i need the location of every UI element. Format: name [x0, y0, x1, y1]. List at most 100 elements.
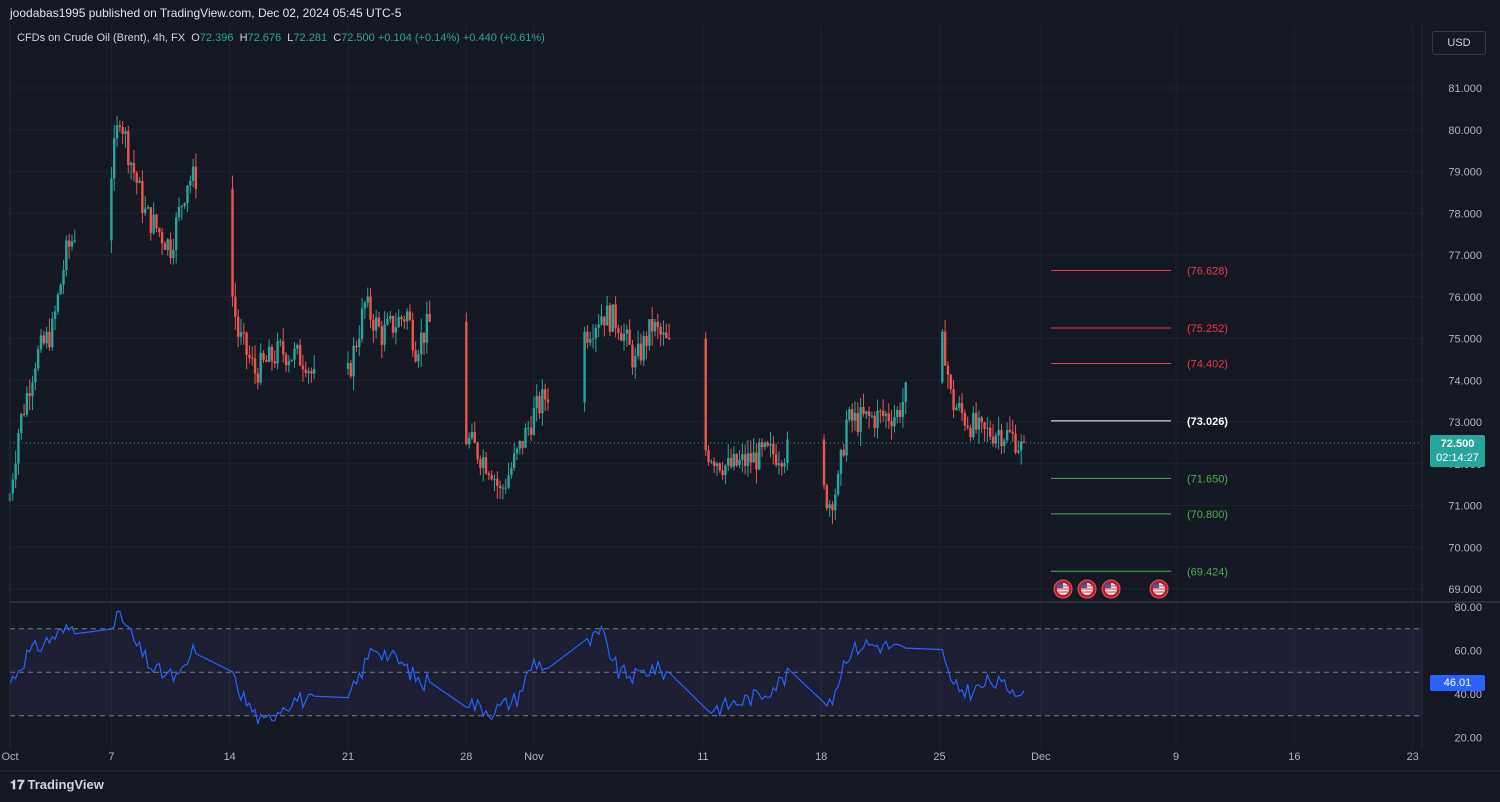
- high-label: H: [236, 32, 248, 44]
- candle-up: [287, 361, 291, 366]
- candle-down: [28, 393, 31, 397]
- candle-up: [1019, 441, 1023, 451]
- candle-down: [989, 427, 992, 437]
- candle-down: [121, 126, 124, 134]
- candle-up: [386, 319, 389, 325]
- candle-down: [825, 485, 829, 509]
- candle-up: [191, 166, 195, 181]
- candle-up: [129, 162, 133, 166]
- candle-up: [836, 473, 840, 495]
- candle-up: [39, 335, 43, 350]
- candle-up: [313, 368, 316, 374]
- price-level-label: (73.026): [1187, 416, 1228, 428]
- candle-down: [704, 338, 707, 451]
- candle-down: [414, 350, 417, 362]
- candle-down: [22, 413, 26, 415]
- candle-up: [374, 317, 378, 331]
- candle-down: [1022, 441, 1026, 443]
- candle-up: [738, 459, 741, 466]
- candle-up: [14, 463, 17, 480]
- last-price-tag: 72.500 02:14:27: [1430, 435, 1485, 467]
- candle-up: [405, 311, 409, 322]
- candle-down: [665, 332, 668, 338]
- candle-up: [1005, 429, 1009, 441]
- price-levels: (76.628) (75.252) (74.402) (73.026) (71.650)…: [1051, 266, 1228, 578]
- candle-up: [144, 208, 147, 213]
- candle-down: [729, 457, 733, 467]
- candle-down: [408, 311, 412, 320]
- tv-logo-icon: 𝟏𝟕: [10, 777, 25, 792]
- candle-down: [487, 473, 491, 476]
- candle-up: [59, 284, 62, 295]
- candle-down: [242, 332, 245, 334]
- candle-down: [498, 485, 502, 488]
- x-tick-label: 23: [1407, 751, 1419, 763]
- candle-up: [276, 341, 279, 364]
- candle-down: [780, 463, 783, 467]
- candle-up: [763, 442, 767, 448]
- candle-down: [236, 316, 240, 337]
- candle-down: [262, 352, 265, 360]
- candle-up: [383, 324, 386, 345]
- candle-up: [741, 454, 744, 460]
- currency-button[interactable]: USD: [1432, 31, 1486, 55]
- candle-down: [543, 389, 547, 400]
- candle-down: [631, 344, 634, 368]
- candle-up: [11, 479, 15, 494]
- candle-down: [160, 232, 164, 244]
- candle-down: [231, 188, 234, 297]
- candle-down: [879, 410, 882, 412]
- candle-down: [234, 296, 237, 317]
- candle-up: [183, 203, 186, 207]
- candle-down: [887, 413, 890, 422]
- candle-down: [521, 440, 524, 448]
- candle-up: [360, 308, 364, 339]
- y-tick-label: 76.000: [1448, 292, 1482, 304]
- candle-down: [476, 443, 479, 460]
- candle-down: [659, 326, 662, 335]
- candle-down: [135, 172, 138, 183]
- candle-up: [189, 180, 192, 186]
- candle-up: [986, 427, 989, 429]
- y-tick-label: 74.000: [1448, 375, 1482, 387]
- candle-up: [848, 409, 851, 420]
- rsi-tick-label: 80.00: [1454, 602, 1482, 614]
- candle-down: [158, 228, 161, 233]
- candle-down: [1011, 431, 1014, 434]
- candle-down: [465, 321, 468, 445]
- candle-up: [482, 457, 485, 468]
- candle-down: [774, 454, 778, 465]
- y-tick-label: 69.000: [1448, 584, 1482, 596]
- candle-up: [352, 345, 355, 377]
- candle-up: [180, 206, 184, 208]
- candle-up: [589, 339, 592, 343]
- candle-down: [620, 332, 623, 341]
- symbol-legend: CFDs on Crude Oil (Brent), 4h, FX O72.39…: [17, 32, 545, 44]
- candle-down: [586, 331, 589, 343]
- candle-down: [411, 319, 414, 351]
- candle-down: [608, 305, 612, 332]
- candle-down: [867, 411, 871, 416]
- candle-up: [1017, 450, 1020, 453]
- tradingview-logo[interactable]: 𝟏𝟕 TradingView: [10, 777, 104, 793]
- candle-up: [752, 452, 755, 463]
- us-flag-icon: [1053, 579, 1073, 599]
- candle-up: [710, 461, 713, 463]
- candle-down: [298, 344, 302, 366]
- chart-grid: [9, 25, 1422, 748]
- candle-down: [772, 443, 775, 455]
- candle-up: [186, 185, 189, 204]
- candle-down: [749, 453, 752, 463]
- candle-down: [766, 442, 769, 446]
- symbol-title: CFDs on Crude Oil (Brent), 4h, FX: [17, 32, 186, 44]
- event-flags: [1053, 579, 1169, 599]
- x-tick-label: Oct: [1, 751, 18, 763]
- candle-up: [1003, 440, 1006, 447]
- candle-up: [53, 311, 57, 319]
- candle-down: [628, 329, 631, 345]
- candle-down: [856, 412, 860, 432]
- candle-up: [845, 419, 848, 456]
- candle-down: [67, 240, 71, 247]
- candle-down: [651, 319, 654, 332]
- publish-info: joodabas1995 published on TradingView.co…: [10, 6, 402, 20]
